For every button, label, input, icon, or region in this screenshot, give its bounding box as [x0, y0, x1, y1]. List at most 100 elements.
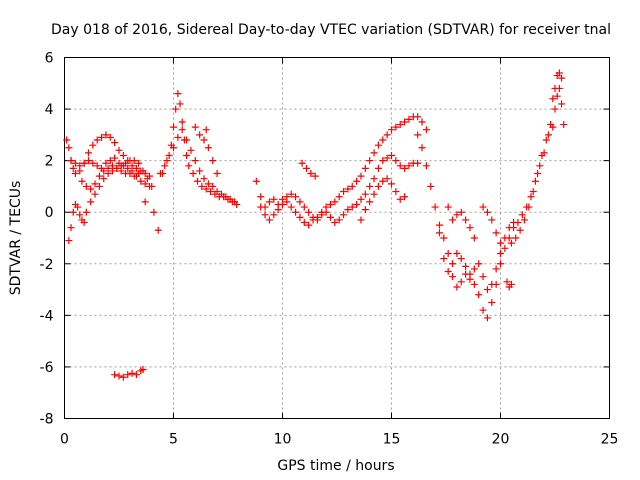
data-point: [379, 136, 387, 144]
data-point: [200, 136, 208, 144]
data-point: [67, 157, 75, 165]
data-point: [536, 162, 544, 170]
data-point: [265, 216, 273, 224]
data-point: [383, 175, 391, 183]
data-point: [475, 260, 483, 268]
data-point: [555, 69, 563, 77]
data-point: [309, 213, 317, 221]
data-point: [200, 175, 208, 183]
data-point: [361, 206, 369, 214]
data-point: [340, 188, 348, 196]
data-point: [305, 208, 313, 216]
data-point: [507, 280, 515, 288]
data-point: [143, 175, 151, 183]
data-point: [165, 151, 173, 159]
data-point: [71, 170, 79, 178]
data-point: [174, 90, 182, 98]
data-point: [361, 164, 369, 172]
chart-title: Day 018 of 2016, Sidereal Day-to-day VTE…: [51, 22, 611, 38]
data-point: [196, 131, 204, 139]
data-point: [270, 195, 278, 203]
data-point: [141, 180, 149, 188]
data-point: [479, 203, 487, 211]
data-point: [113, 164, 121, 172]
data-point: [146, 182, 154, 190]
data-point: [366, 157, 374, 165]
data-point: [444, 203, 452, 211]
data-point: [366, 198, 374, 206]
data-point: [462, 262, 470, 270]
data-point: [466, 275, 474, 283]
series-cluster_late_7: [503, 278, 515, 291]
data-point: [551, 105, 559, 113]
data-point: [126, 170, 134, 178]
data-point: [366, 182, 374, 190]
y-tick-label: 6: [45, 51, 54, 67]
data-point: [414, 131, 422, 139]
data-point: [357, 172, 365, 180]
data-point: [287, 203, 295, 211]
data-point: [418, 118, 426, 126]
data-point: [488, 216, 496, 224]
data-point: [119, 162, 127, 170]
data-point: [226, 195, 234, 203]
data-point: [100, 175, 108, 183]
series-cluster_late_2: [435, 221, 513, 322]
data-points: [63, 69, 568, 381]
data-point: [331, 198, 339, 206]
data-point: [453, 283, 461, 291]
data-point: [453, 211, 461, 219]
data-point: [503, 278, 511, 286]
x-axis-ticks: 0 5 10 15 20 25: [60, 57, 618, 448]
data-point: [357, 195, 365, 203]
data-point: [187, 146, 195, 154]
data-point: [91, 190, 99, 198]
data-point: [353, 177, 361, 185]
data-point: [135, 170, 143, 178]
data-point: [388, 180, 395, 188]
data-point: [392, 188, 400, 196]
series-cluster_late_9: [551, 84, 566, 113]
data-point: [296, 213, 304, 221]
data-point: [84, 149, 92, 157]
data-point: [370, 175, 378, 183]
series-cluster_late_8: [549, 69, 568, 129]
data-point: [89, 159, 97, 167]
data-point: [531, 177, 539, 185]
data-point: [383, 154, 391, 162]
data-point: [183, 136, 191, 144]
data-point: [80, 159, 88, 167]
data-point: [191, 157, 199, 165]
y-axis-label: SDTVAR / TECUs: [8, 181, 24, 296]
series-cluster_late_6: [507, 121, 555, 247]
data-point: [422, 162, 430, 170]
data-point: [102, 131, 110, 139]
data-point: [198, 182, 206, 190]
data-point: [440, 255, 448, 263]
data-point: [488, 298, 496, 306]
grid-lines: [64, 57, 610, 419]
data-point: [435, 229, 443, 237]
data-point: [553, 92, 561, 100]
data-point: [547, 121, 555, 129]
data-point: [161, 162, 169, 170]
y-axis-ticks: -8 -6 -4 -2 0 2 4 6: [40, 51, 610, 428]
data-point: [183, 151, 191, 159]
data-point: [449, 273, 457, 281]
data-point: [340, 211, 348, 219]
data-point: [185, 162, 193, 170]
data-point: [527, 193, 535, 201]
data-point: [348, 182, 356, 190]
data-point: [117, 167, 125, 175]
data-point: [82, 182, 90, 190]
data-point: [418, 144, 426, 152]
data-point: [470, 234, 478, 242]
series-cluster_day_2: [257, 151, 422, 227]
series-cluster_early_4: [78, 162, 143, 193]
data-point: [132, 371, 140, 379]
data-point: [222, 193, 230, 201]
data-point: [257, 193, 265, 201]
data-point: [130, 172, 138, 180]
data-point: [231, 198, 239, 206]
